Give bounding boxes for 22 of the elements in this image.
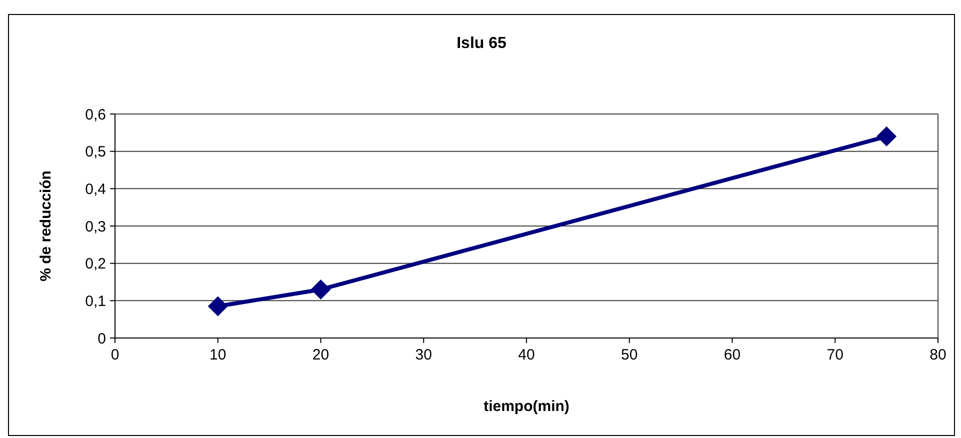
x-tick-label: 10 bbox=[210, 346, 226, 364]
x-tick-label: 50 bbox=[621, 346, 638, 364]
y-tick-label: 0 bbox=[98, 330, 106, 348]
point bbox=[208, 296, 228, 316]
y-tick-label: 0,3 bbox=[85, 218, 106, 236]
y-tick-label: 0,2 bbox=[85, 256, 106, 273]
x-tick-label: 80 bbox=[930, 346, 946, 364]
y-axis-title: % de reducción bbox=[37, 170, 54, 282]
x-axis-title: tiempo(min) bbox=[484, 398, 570, 415]
y-tick-label: 0,6 bbox=[85, 106, 106, 124]
point bbox=[876, 126, 897, 146]
x-tick-label: 30 bbox=[415, 346, 432, 364]
x-tick-label: 60 bbox=[724, 346, 741, 364]
y-tick-label: 0,4 bbox=[85, 180, 106, 198]
x-tick-label: 20 bbox=[312, 346, 330, 364]
x-tick-label: 70 bbox=[826, 346, 844, 364]
y-tick-label: 0,5 bbox=[85, 144, 106, 161]
point bbox=[310, 279, 331, 300]
x-tick-label: 40 bbox=[518, 346, 535, 364]
chart-title: Islu 65 bbox=[456, 35, 508, 53]
x-tick-label: 0 bbox=[110, 346, 120, 364]
y-tick-label: 0,1 bbox=[85, 292, 106, 310]
